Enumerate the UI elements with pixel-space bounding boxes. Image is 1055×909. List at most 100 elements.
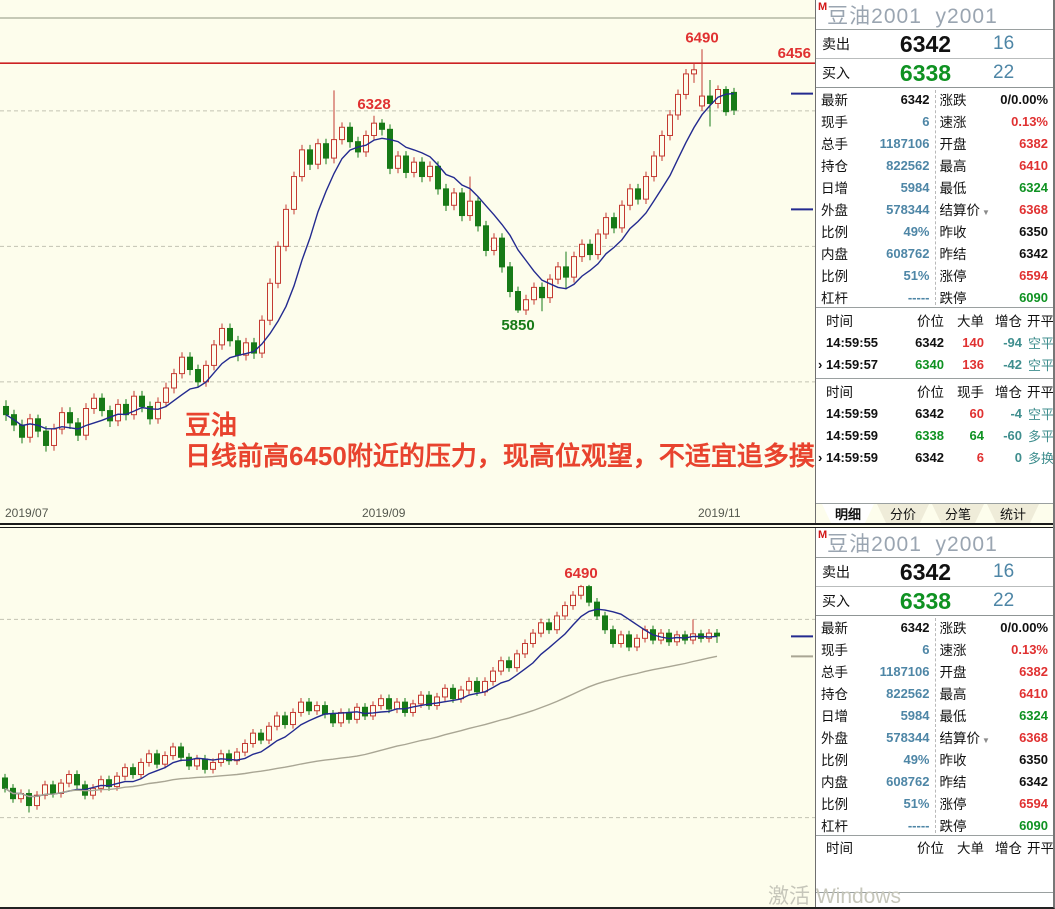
table-row[interactable]: › 14:59:59 6342 6 0 多换 bbox=[818, 449, 1054, 466]
field-value: 6368 bbox=[1019, 729, 1048, 745]
ask-row[interactable]: 卖出 6342 16 bbox=[816, 558, 1053, 587]
table-row[interactable]: 14:59:59 6342 60 -4 空平 bbox=[826, 405, 1054, 422]
field-value: 6350 bbox=[1019, 751, 1048, 767]
long-period-chart-area[interactable]: 6490 bbox=[0, 528, 817, 907]
field-value: 6594 bbox=[1019, 795, 1048, 811]
ask-volume: 16 bbox=[993, 561, 1015, 582]
svg-text:6328: 6328 bbox=[357, 96, 390, 113]
settlement-dropdown-icon[interactable]: ▼ bbox=[982, 208, 990, 217]
analyst-note: 豆油 日线前高6450附近的压力，现高位观望，不适宜追多摸顶 bbox=[185, 410, 841, 472]
field-label: 日增 bbox=[821, 181, 848, 196]
panel-separator bbox=[816, 892, 1053, 893]
contract-title: 豆油2001 y2001 bbox=[827, 532, 998, 556]
tab-tongji[interactable]: 统计 bbox=[987, 504, 1039, 523]
date-axis: 2019/07 2019/09 2019/11 bbox=[0, 505, 817, 523]
ask-price[interactable]: 6342 bbox=[899, 558, 952, 585]
contract-title: 豆油2001 y2001 bbox=[827, 4, 998, 28]
svg-text:6490: 6490 bbox=[564, 565, 597, 582]
bid-price[interactable]: 6338 bbox=[899, 59, 952, 86]
field-label: 持仓 bbox=[821, 687, 848, 702]
field-value: 608762 bbox=[886, 245, 930, 261]
field-label: 内盘 bbox=[821, 247, 848, 262]
field-value: 1187106 bbox=[879, 135, 930, 151]
field-label: 杠杆 bbox=[821, 291, 848, 306]
bid-price[interactable]: 6338 bbox=[899, 587, 952, 614]
section-divider bbox=[0, 523, 1053, 528]
field-label: 比例 bbox=[821, 225, 848, 240]
ask-label: 卖出 bbox=[822, 564, 850, 580]
quote-panel-top: M 豆油2001 y2001 卖出 6342 16 买入 6338 22 最新 6… bbox=[815, 0, 1053, 523]
daily-kline-chart[interactable]: 6456 6490 6328 5850 bbox=[0, 0, 817, 510]
bid-label: 买入 bbox=[822, 65, 850, 81]
field-label: 最高 bbox=[939, 687, 967, 702]
tab-fenjia[interactable]: 分价 bbox=[877, 504, 929, 523]
tab-mingxi[interactable]: 明细 bbox=[822, 504, 874, 523]
field-label: 结算价 ▼ bbox=[939, 731, 990, 746]
contract-title-bar[interactable]: M 豆油2001 y2001 bbox=[816, 528, 1053, 558]
field-value: 51% bbox=[903, 267, 930, 283]
field-value: 1187106 bbox=[879, 663, 930, 679]
field-label: 昨收 bbox=[939, 225, 967, 240]
ask-label: 卖出 bbox=[822, 36, 850, 52]
field-label: 日增 bbox=[821, 709, 848, 724]
current-tick-marker: › bbox=[818, 356, 823, 372]
field-label: 结算价 ▼ bbox=[939, 203, 990, 218]
field-value: 0/0.00% bbox=[1000, 91, 1048, 107]
field-value: 6410 bbox=[1019, 685, 1048, 701]
field-value: 608762 bbox=[886, 773, 930, 789]
table-row[interactable]: 14:59:55 6342 140 -94 空平 bbox=[826, 334, 1054, 351]
field-label: 总手 bbox=[821, 137, 848, 152]
field-value: 49% bbox=[903, 223, 930, 239]
field-value: 822562 bbox=[886, 685, 930, 701]
field-value: 578344 bbox=[886, 729, 930, 745]
table-header: 时间 价位 现手 增仓 开平 bbox=[826, 385, 1054, 400]
field-value: 6594 bbox=[1019, 267, 1048, 283]
field-value: 0.13% bbox=[1011, 113, 1048, 129]
svg-text:6456: 6456 bbox=[778, 45, 811, 62]
field-value: 6324 bbox=[1019, 179, 1048, 195]
exchange-marker: M bbox=[818, 529, 828, 541]
field-value: 6382 bbox=[1019, 135, 1048, 151]
field-value: 6342 bbox=[1019, 773, 1048, 789]
table-row[interactable]: › 14:59:57 6340 136 -42 空平 bbox=[818, 356, 1054, 373]
market-data-grid: 最新 6342 涨跌 0/0.00% 现手 6 速涨 0.13% 总手 1187106 开盘 63… bbox=[816, 88, 1053, 308]
tick-table: 时间 价位 现手 增仓 开平 14:59:59 6342 60 -4 空平 14:59:59 63… bbox=[816, 379, 1053, 471]
field-label: 最新 bbox=[821, 621, 848, 636]
bid-volume: 22 bbox=[993, 590, 1015, 611]
field-value: 6090 bbox=[1019, 817, 1048, 833]
ask-price[interactable]: 6342 bbox=[899, 30, 952, 57]
field-value: 5984 bbox=[900, 179, 930, 195]
bid-volume: 22 bbox=[993, 62, 1015, 83]
bid-row[interactable]: 买入 6338 22 bbox=[816, 587, 1053, 616]
svg-text:5850: 5850 bbox=[501, 317, 534, 334]
field-label: 开盘 bbox=[939, 665, 967, 680]
bid-row[interactable]: 买入 6338 22 bbox=[816, 59, 1053, 88]
field-value: 6342 bbox=[900, 91, 930, 107]
field-label: 现手 bbox=[821, 115, 848, 130]
market-data-grid: 最新 6342 涨跌 0/0.00% 现手 6 速涨 0.13% 总手 1187106 开盘 63… bbox=[816, 616, 1053, 836]
table-header: 时间 价位 大单 增仓 开平 bbox=[826, 314, 1054, 329]
field-value: 578344 bbox=[886, 201, 930, 217]
contract-title-bar[interactable]: M 豆油2001 y2001 bbox=[816, 0, 1053, 30]
svg-text:6490: 6490 bbox=[685, 29, 718, 46]
long-period-kline-chart[interactable]: 6490 bbox=[0, 528, 817, 907]
field-value: 6 bbox=[922, 641, 930, 657]
exchange-marker: M bbox=[818, 1, 828, 13]
field-value: 6324 bbox=[1019, 707, 1048, 723]
table-row[interactable]: 14:59:59 6338 64 -60 多平 bbox=[826, 427, 1054, 444]
ask-row[interactable]: 卖出 6342 16 bbox=[816, 30, 1053, 59]
field-label: 最低 bbox=[939, 181, 967, 196]
settlement-dropdown-icon[interactable]: ▼ bbox=[982, 736, 990, 745]
field-label: 涨停 bbox=[939, 797, 967, 812]
field-label: 比例 bbox=[821, 269, 848, 284]
field-label: 比例 bbox=[821, 797, 848, 812]
field-label: 涨跌 bbox=[939, 93, 967, 108]
bid-label: 买入 bbox=[822, 593, 850, 609]
daily-chart-area[interactable]: 6456 6490 6328 5850 豆油 日线前高6450附近的压力，现高位观望，… bbox=[0, 0, 841, 523]
field-label: 涨跌 bbox=[939, 621, 967, 636]
field-label: 最高 bbox=[939, 159, 967, 174]
axis-tick-2019-11: 2019/11 bbox=[698, 506, 741, 520]
field-label: 最新 bbox=[821, 93, 848, 108]
tab-fenbi[interactable]: 分笔 bbox=[932, 504, 984, 523]
